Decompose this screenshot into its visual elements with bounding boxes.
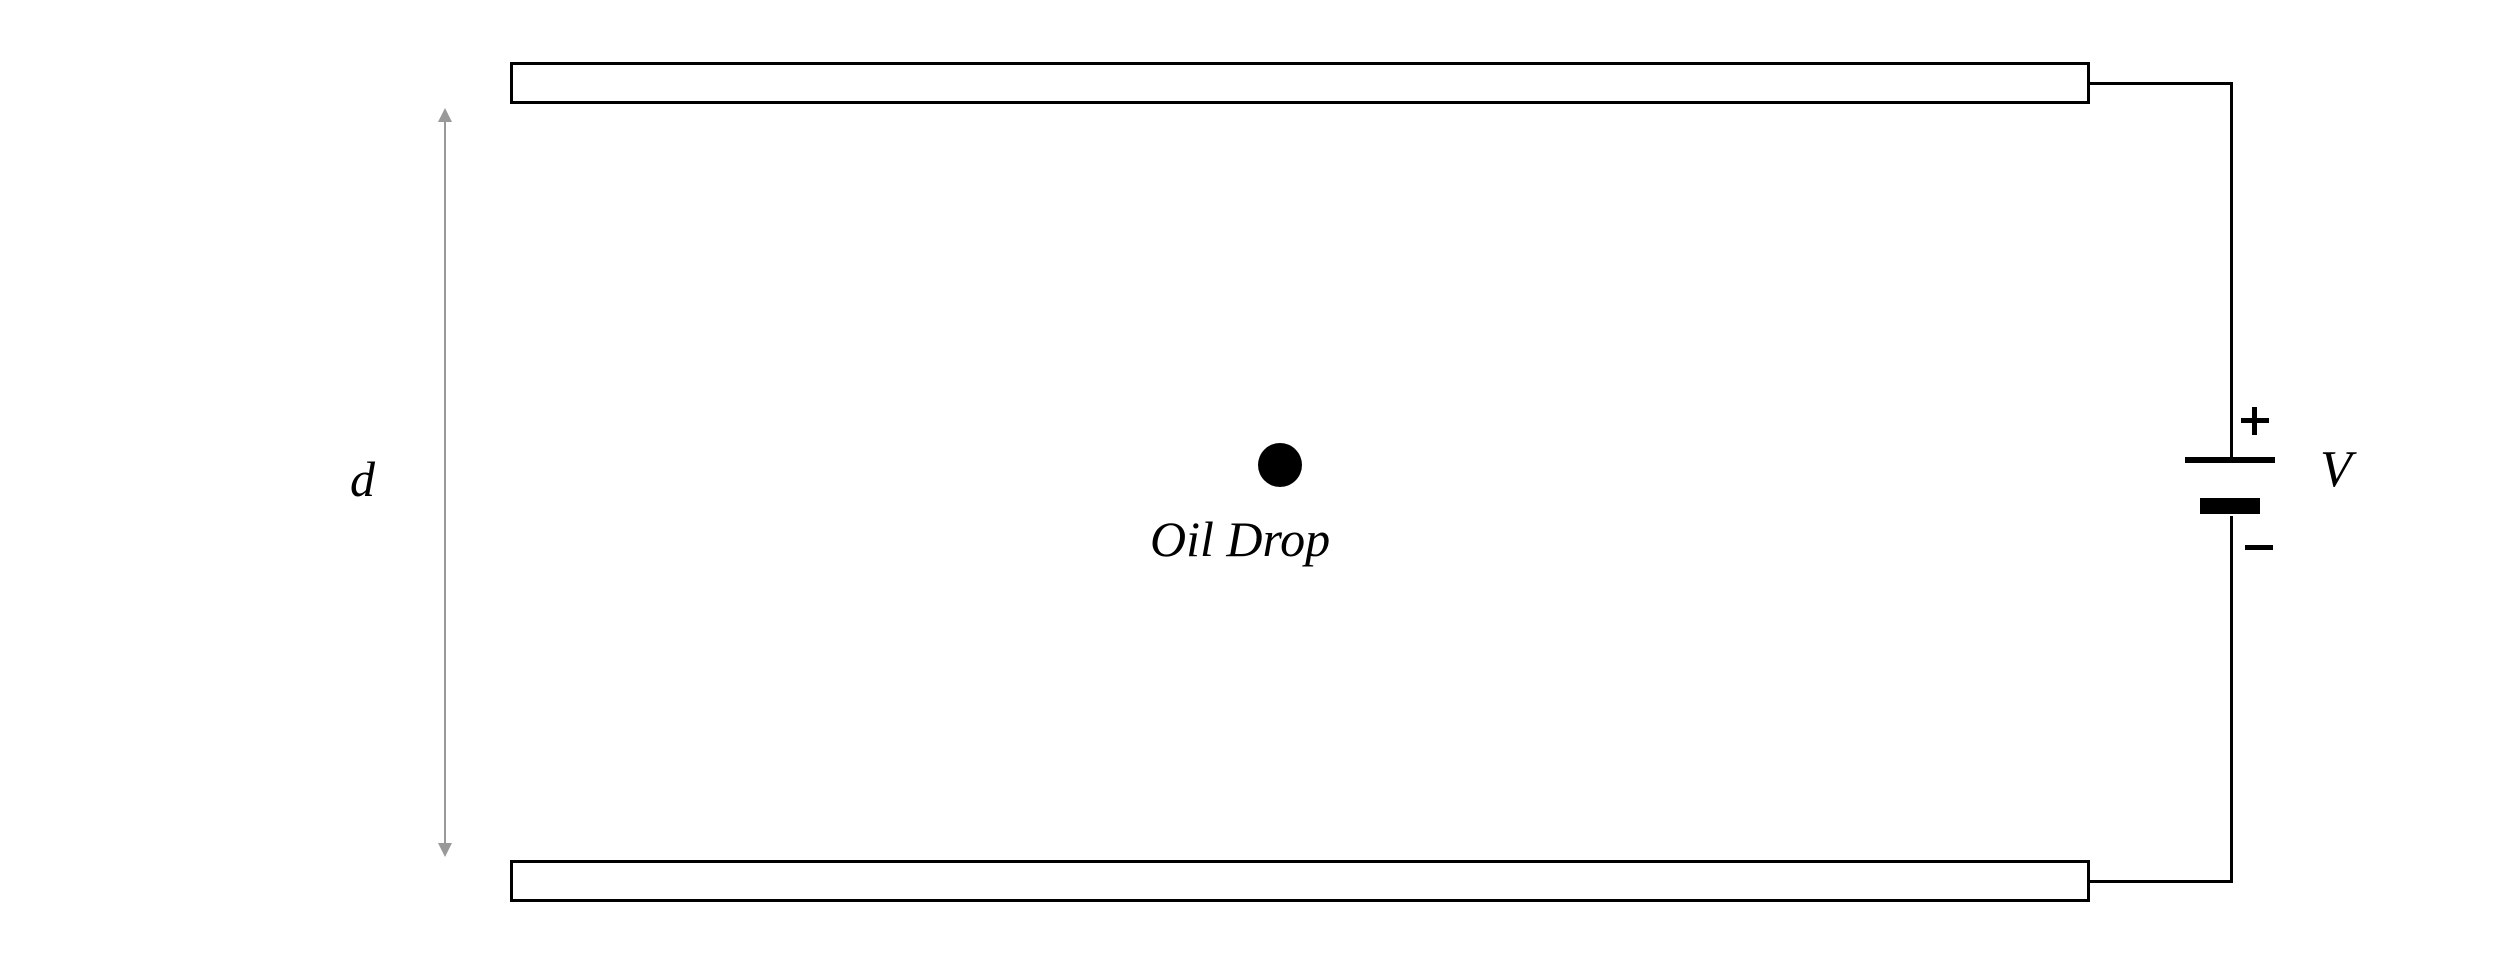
top-plate [510,62,2090,104]
wire-right-top [2230,82,2233,460]
oil-drop-label: Oil Drop [1150,510,1330,568]
battery-plus-icon-v [2252,407,2257,435]
distance-label: d [350,450,375,508]
wire-bottom-horizontal [2090,880,2233,883]
battery-negative-plate [2200,498,2260,514]
wire-top-horizontal [2090,82,2233,85]
battery-positive-plate [2185,457,2275,463]
voltage-label: V [2320,440,2352,499]
wire-right-bottom [2230,516,2233,883]
battery-minus-icon [2245,545,2273,550]
dimension-line [444,120,446,845]
oil-drop [1258,443,1302,487]
dimension-arrow-bottom [438,843,452,857]
millikan-diagram: d Oil Drop V [0,0,2501,972]
bottom-plate [510,860,2090,902]
dimension-arrow-top [438,108,452,122]
